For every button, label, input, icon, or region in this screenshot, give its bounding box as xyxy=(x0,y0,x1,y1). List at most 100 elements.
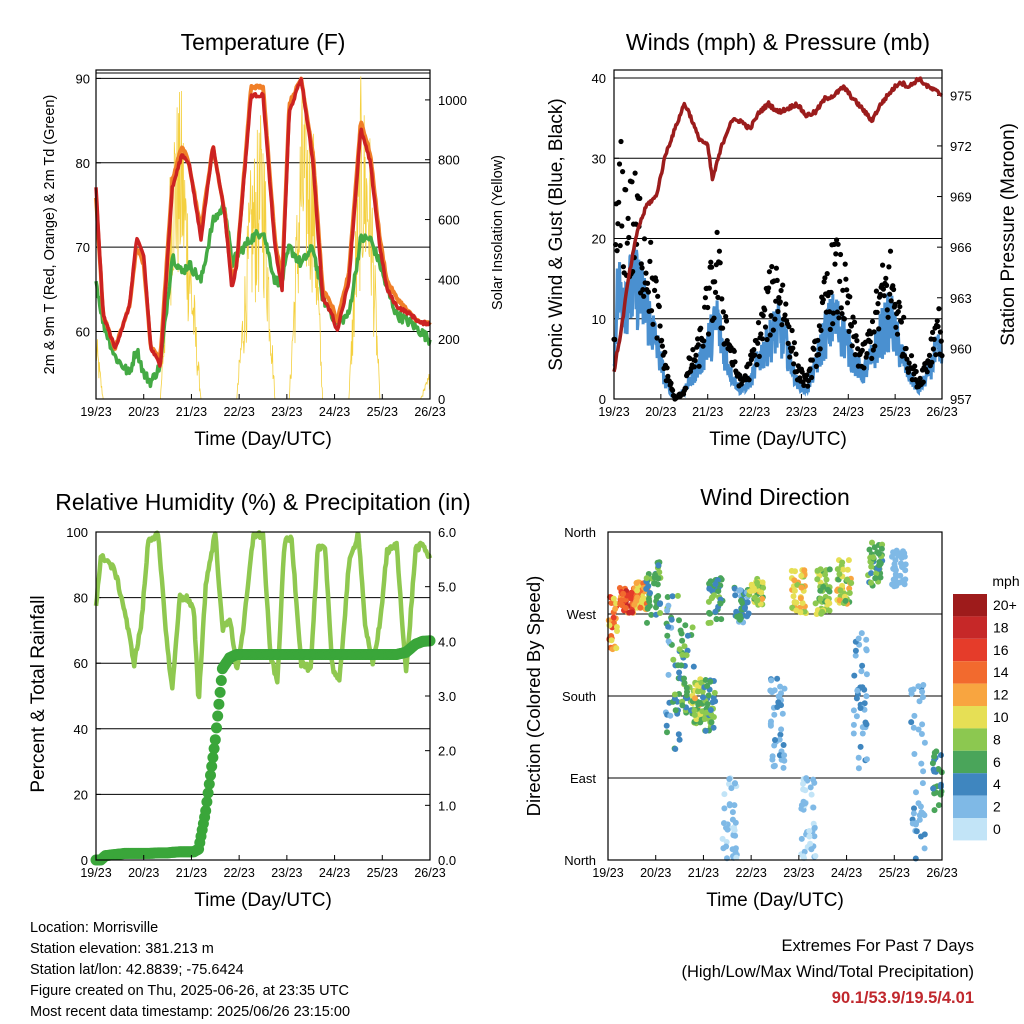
direction-point xyxy=(663,722,670,729)
x-tick-label: 19/23 xyxy=(80,405,111,419)
gust-point xyxy=(774,277,780,283)
direction-point xyxy=(778,690,784,697)
direction-point xyxy=(910,810,917,817)
direction-point xyxy=(733,854,740,861)
gust-point xyxy=(912,363,918,369)
gust-point xyxy=(695,336,701,342)
direction-point xyxy=(931,807,938,814)
y-axis-label: Percent & Total Rainfall xyxy=(28,595,49,792)
direction-point xyxy=(737,616,743,623)
gust-point xyxy=(692,357,698,364)
y-tick-label: 80 xyxy=(74,591,88,606)
series-rh-line xyxy=(93,530,433,700)
gust-point xyxy=(720,309,726,315)
recent-text: Most recent data timestamp: 2025/06/26 2… xyxy=(30,1004,351,1020)
direction-point xyxy=(678,630,685,637)
precip-point xyxy=(211,722,222,734)
direction-point xyxy=(715,588,722,595)
gust-point xyxy=(770,327,776,333)
y-right-tick-label: 3.0 xyxy=(438,689,456,704)
direction-point xyxy=(850,730,857,737)
gust-point xyxy=(836,315,842,321)
colorbar-swatch xyxy=(953,706,987,729)
direction-point xyxy=(775,699,782,706)
direction-point xyxy=(646,602,653,609)
direction-point xyxy=(683,652,690,659)
x-tick-label: 22/23 xyxy=(739,405,770,419)
gust-point xyxy=(822,275,828,281)
gust-point xyxy=(885,314,891,320)
gust-point xyxy=(766,269,773,275)
gust-point xyxy=(791,340,798,346)
direction-point xyxy=(862,719,869,726)
gust-point xyxy=(768,313,774,319)
direction-point xyxy=(853,713,860,720)
gust-point xyxy=(887,248,894,254)
precip-point xyxy=(212,710,224,722)
direction-point xyxy=(780,764,787,771)
colorbar-label: 16 xyxy=(993,642,1009,658)
gust-point xyxy=(657,323,663,329)
y-right-tick-label: 0 xyxy=(438,392,445,407)
gust-point xyxy=(641,236,648,242)
direction-point xyxy=(712,608,719,615)
direction-point xyxy=(791,577,798,584)
gust-point xyxy=(731,348,737,354)
direction-point xyxy=(723,843,730,850)
direction-point xyxy=(774,675,781,682)
direction-point xyxy=(707,578,714,585)
gust-point xyxy=(653,278,659,284)
gust-point xyxy=(898,319,905,325)
direction-point xyxy=(668,616,675,623)
gust-point xyxy=(690,347,696,353)
gust-point xyxy=(773,298,779,304)
gust-point xyxy=(930,346,937,352)
direction-point xyxy=(801,848,808,855)
direction-point xyxy=(712,698,719,705)
direction-point xyxy=(777,731,784,738)
gust-point xyxy=(620,264,627,270)
direction-point xyxy=(643,585,650,592)
direction-point xyxy=(855,765,862,772)
direction-point xyxy=(728,785,735,792)
gust-point xyxy=(906,360,912,366)
gust-point xyxy=(693,352,699,358)
direction-point xyxy=(726,776,733,782)
direction-point xyxy=(760,584,767,591)
y-right-tick-label: 6.0 xyxy=(438,525,456,540)
direction-point xyxy=(859,662,866,669)
extremes-block: Extremes For Past 7 Days (High/Low/Max W… xyxy=(681,933,974,1011)
x-axis-label: Time (Day/UTC) xyxy=(194,890,332,911)
gust-point xyxy=(835,241,841,247)
gust-point xyxy=(830,321,836,327)
gust-point xyxy=(618,138,624,145)
gust-point xyxy=(813,363,819,369)
direction-point xyxy=(712,581,719,588)
y-tick-label: 60 xyxy=(76,325,90,340)
precip-point xyxy=(208,743,220,755)
direction-point xyxy=(814,567,821,574)
gust-point xyxy=(851,319,858,325)
gust-point xyxy=(869,318,876,325)
direction-point xyxy=(930,766,937,773)
gust-point xyxy=(769,264,775,270)
gust-point xyxy=(780,282,786,288)
direction-point xyxy=(837,587,844,594)
direction-point xyxy=(855,635,862,642)
gust-point xyxy=(827,326,833,332)
colorbar-label: 4 xyxy=(993,776,1001,792)
gust-point xyxy=(779,322,785,328)
direction-point xyxy=(771,763,778,770)
direction-point xyxy=(706,585,713,592)
gust-point xyxy=(938,338,944,344)
plot-frame xyxy=(95,69,431,400)
y-right-tick-label: 975 xyxy=(950,88,972,103)
direction-point xyxy=(921,739,928,746)
gust-point xyxy=(815,337,821,343)
direction-point xyxy=(674,592,681,599)
chart-title: Wind Direction xyxy=(700,484,850,510)
direction-point xyxy=(868,563,875,570)
direction-point xyxy=(930,785,937,792)
direction-point xyxy=(798,835,805,842)
y-tick-label: 100 xyxy=(66,525,88,540)
